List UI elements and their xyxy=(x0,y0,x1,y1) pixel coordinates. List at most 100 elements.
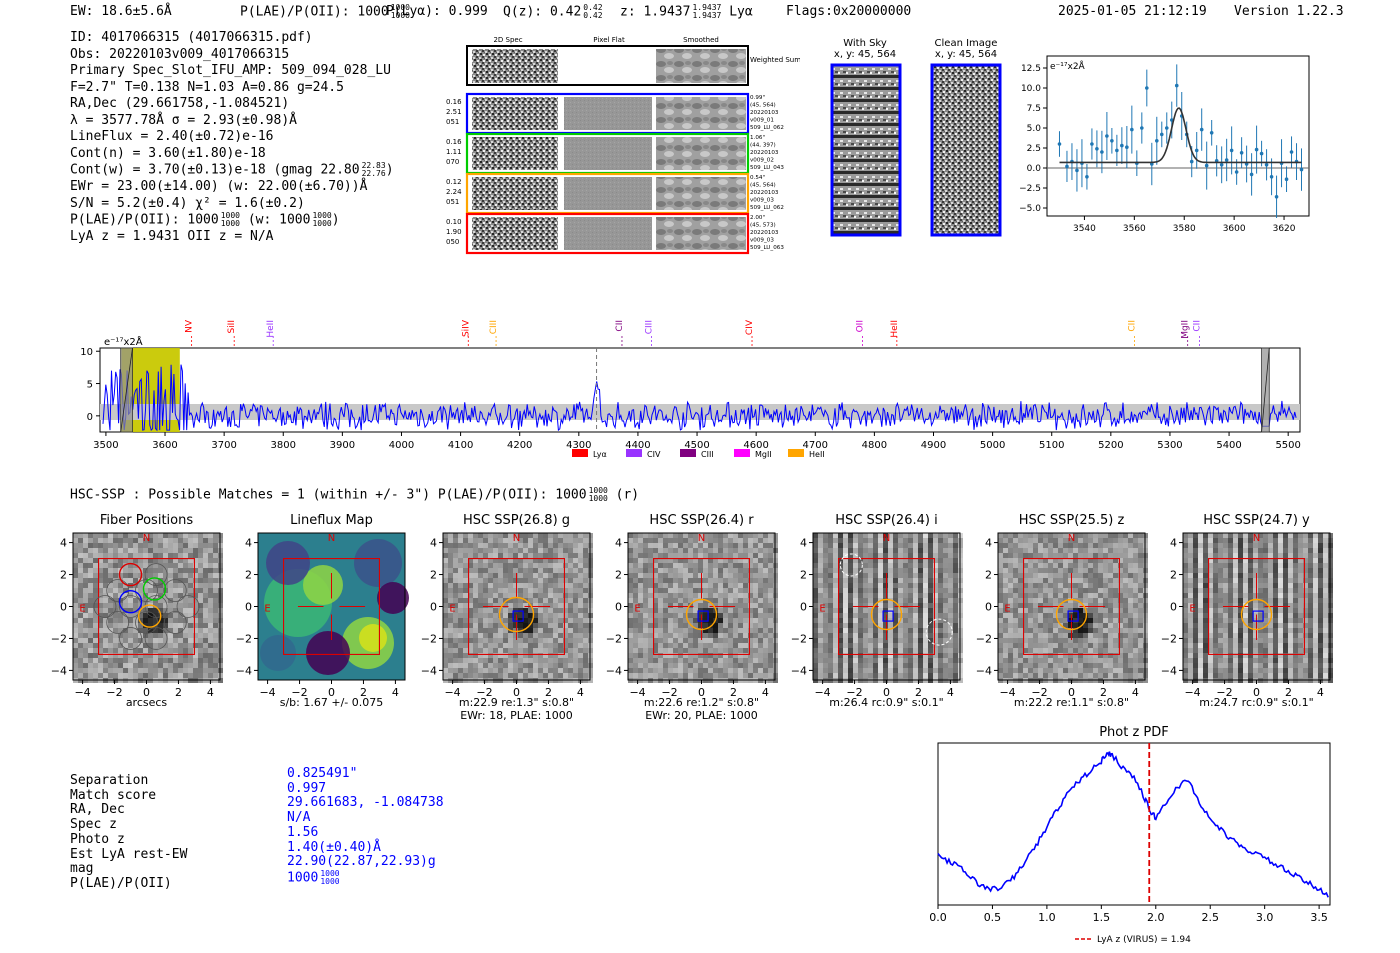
cutout-pixel xyxy=(1058,658,1063,663)
cutout-pixel xyxy=(168,638,173,643)
cutout-pixel xyxy=(883,653,888,658)
cutout-pixel xyxy=(668,608,673,613)
cutout-pixel xyxy=(1138,668,1143,673)
cutout-pixel xyxy=(918,648,923,653)
cutout-pixel xyxy=(1048,658,1053,663)
cutout-pixel xyxy=(888,533,893,538)
cutout-pixel xyxy=(458,583,463,588)
cutout-pixel xyxy=(693,548,698,553)
cutout-pixel xyxy=(863,658,868,663)
cutout-pixel xyxy=(553,608,558,613)
cutout-pixel xyxy=(553,603,558,608)
cutout-pixel xyxy=(158,543,163,548)
cutout-pixel xyxy=(698,598,703,603)
cutout-pixel xyxy=(198,648,203,653)
cutout-pixel xyxy=(938,648,943,653)
cutout-pixel xyxy=(718,603,723,608)
cutout-pixel xyxy=(768,658,773,663)
cutout-pixel xyxy=(203,623,208,628)
cutout-pixel xyxy=(548,538,553,543)
cutout-pixel xyxy=(103,533,108,538)
cutout-pixel xyxy=(1068,573,1073,578)
cutout-pixel xyxy=(1078,548,1083,553)
header-version: Version 1.22.3 xyxy=(1234,4,1344,19)
cutout-pixel xyxy=(678,618,683,623)
cutout-pixel xyxy=(893,558,898,563)
cutout-pixel xyxy=(823,608,828,613)
cutout-pixel xyxy=(158,598,163,603)
cutout-pixel xyxy=(128,643,133,648)
cutout-pixel xyxy=(953,543,958,548)
cutout-pixel xyxy=(823,643,828,648)
cutout-pixel xyxy=(813,588,818,593)
cutout-pixel xyxy=(568,603,573,608)
cutout-pixel xyxy=(923,538,928,543)
cutout-pixel xyxy=(108,658,113,663)
cutout-pixel xyxy=(668,638,673,643)
cutout-pixel xyxy=(208,608,213,613)
cutout-pixel xyxy=(1018,653,1023,658)
cutout-pixel xyxy=(758,668,763,673)
cutout-pixel xyxy=(628,663,633,668)
cutout-pixel xyxy=(1138,598,1143,603)
cutout-pixel xyxy=(108,653,113,658)
cutout-pixel xyxy=(493,538,498,543)
cutout-pixel xyxy=(1138,618,1143,623)
cutout-pixel xyxy=(1113,558,1118,563)
cutout-pixel xyxy=(148,583,153,588)
cutout-pixel xyxy=(148,663,153,668)
cutout-pixel xyxy=(918,633,923,638)
cutout-pixel xyxy=(713,638,718,643)
cutout-pixel xyxy=(458,628,463,633)
cutout-pixel xyxy=(113,668,118,673)
cutout-pixel xyxy=(913,563,918,568)
cutout-pixel xyxy=(458,658,463,663)
cutout-pixel xyxy=(558,603,563,608)
cutout-pixel xyxy=(448,658,453,663)
cutout-pixel xyxy=(1133,603,1138,608)
cutout-pixel xyxy=(133,573,138,578)
cutout-pixel xyxy=(173,638,178,643)
cutout-pixel xyxy=(98,633,103,638)
cutout-pixel xyxy=(628,628,633,633)
cutout-pixel xyxy=(643,638,648,643)
cutout-pixel xyxy=(1103,583,1108,588)
cutout-pixel xyxy=(78,623,83,628)
cutout-pixel xyxy=(923,643,928,648)
cutout-pixel xyxy=(813,578,818,583)
cutout-pixel xyxy=(183,548,188,553)
cutout-pixel xyxy=(153,578,158,583)
cutout-pixel xyxy=(78,578,83,583)
cutout-pixel xyxy=(638,608,643,613)
cutout-pixel xyxy=(483,618,488,623)
cutout-pixel xyxy=(723,543,728,548)
cutout-pixel xyxy=(698,533,703,538)
cutout-pixel xyxy=(853,653,858,658)
cutout-pixel xyxy=(768,653,773,658)
cutout-pixel xyxy=(98,598,103,603)
cutout-pixel xyxy=(703,538,708,543)
cutout-pixel xyxy=(1043,573,1048,578)
cutout-pixel xyxy=(1138,623,1143,628)
cutout-pixel xyxy=(723,648,728,653)
cutout-pixel xyxy=(1073,653,1078,658)
cutout-pixel xyxy=(848,648,853,653)
cutout-pixel xyxy=(1108,538,1113,543)
cutout-pixel xyxy=(1018,638,1023,643)
cutout-pixel xyxy=(723,613,728,618)
cutout-pixel xyxy=(733,608,738,613)
cutout-xtick-label: 0 xyxy=(143,686,150,699)
cutout-pixel xyxy=(848,568,853,573)
cutout-pixel xyxy=(1098,533,1103,538)
legend-swatch xyxy=(626,449,642,457)
cutout-pixel xyxy=(583,558,588,563)
cutout-pixel xyxy=(548,608,553,613)
cutout-pixel xyxy=(883,568,888,573)
cutout-pixel xyxy=(123,588,128,593)
cutout-pixel xyxy=(458,623,463,628)
clean-title-block: Clean Image x, y: 45, 564 xyxy=(930,38,1002,60)
cutout-pixel xyxy=(643,608,648,613)
cutout-pixel xyxy=(153,673,158,678)
cutout-pixel xyxy=(473,533,478,538)
